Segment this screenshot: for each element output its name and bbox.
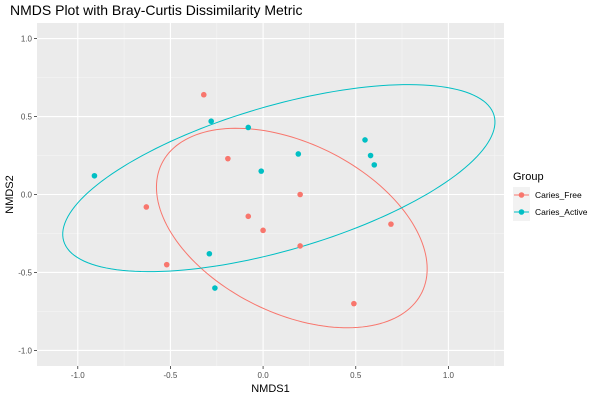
grid-major xyxy=(37,23,504,366)
point-caries-active xyxy=(245,124,252,131)
point-caries-active xyxy=(371,162,378,168)
point-caries-free xyxy=(351,300,357,307)
point-caries-active xyxy=(206,250,213,257)
legend: Group Caries_Free Caries_Active xyxy=(513,171,588,221)
point-caries-free xyxy=(297,191,303,198)
x-tick-label: 1.0 xyxy=(443,371,455,380)
y-tick-label: 1.0 xyxy=(21,35,33,44)
point-caries-active xyxy=(208,118,214,125)
point-caries-free xyxy=(200,91,207,98)
x-tick-label: -0.5 xyxy=(164,371,178,380)
y-tick-label: -1.0 xyxy=(18,346,32,355)
point-caries-active xyxy=(362,137,368,143)
legend-key-caries-active xyxy=(513,204,530,221)
point-caries-free xyxy=(143,204,150,210)
y-tick-label: 0.0 xyxy=(21,191,33,200)
legend-label: Caries_Free xyxy=(535,190,582,200)
point-caries-active xyxy=(212,285,218,291)
point-caries-free xyxy=(163,261,170,268)
legend-key-caries-free xyxy=(513,187,530,204)
x-tick-label: -1.0 xyxy=(71,371,85,380)
point-caries-free xyxy=(260,227,266,234)
point-caries-active xyxy=(258,168,265,174)
y-tick-label: 0.5 xyxy=(21,113,33,122)
y-axis-ticks: -1.0 -0.5 0.0 0.5 1.0 xyxy=(18,35,37,355)
point-caries-active xyxy=(91,172,98,179)
y-tick-label: -0.5 xyxy=(18,268,32,277)
ellipse-caries-free xyxy=(155,127,428,329)
x-tick-label: 0.5 xyxy=(350,371,362,380)
legend-key-point xyxy=(518,192,525,198)
y-axis-title: NMDS2 xyxy=(4,175,16,214)
point-caries-free xyxy=(388,221,394,227)
point-caries-free xyxy=(245,213,252,220)
x-tick-label: 0.0 xyxy=(258,371,270,380)
x-axis-ticks: -1.0 -0.5 0.0 0.5 1.0 xyxy=(71,366,455,380)
legend-label: Caries_Active xyxy=(535,207,588,217)
point-caries-free xyxy=(225,155,231,162)
legend-title: Group xyxy=(513,171,544,183)
point-caries-free xyxy=(297,243,303,249)
point-caries-active xyxy=(367,152,374,159)
legend-items: Caries_Free Caries_Active xyxy=(513,187,588,221)
point-caries-active xyxy=(295,151,302,157)
x-axis-title: NMDS1 xyxy=(251,383,290,395)
data-points xyxy=(91,91,394,307)
ellipse-caries-active xyxy=(62,84,496,273)
chart-title: NMDS Plot with Bray-Curtis Dissimilarity… xyxy=(10,2,302,18)
confidence-ellipses xyxy=(62,84,496,329)
legend-key-point xyxy=(518,209,525,215)
